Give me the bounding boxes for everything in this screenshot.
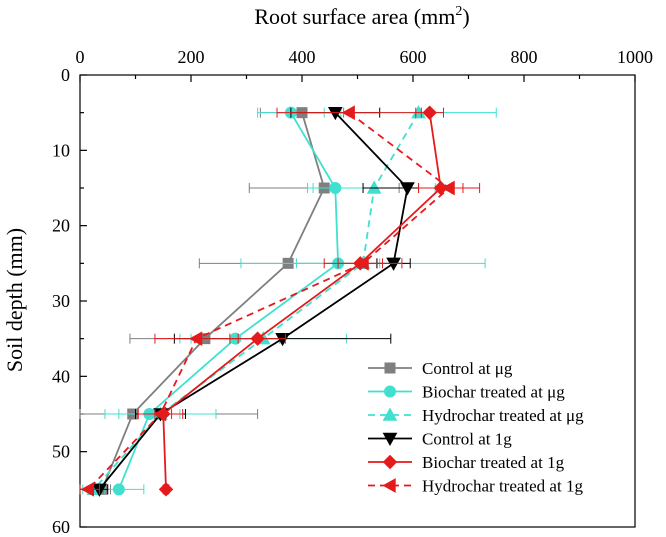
series-line [101,112,326,490]
legend-label: Biochar treated at μg [422,383,565,402]
x-axis-label-tail: ) [462,4,469,29]
series-3 [90,106,453,497]
data-point [341,105,355,121]
data-point [366,180,382,194]
data-point [355,255,369,271]
x-axis-label-main: Root surface area (mm [254,4,455,29]
x-tick-label: 600 [400,47,427,67]
legend-marker [382,478,396,493]
x-tick-label: 400 [289,47,316,67]
series-0 [79,107,400,495]
legend-marker [382,407,398,421]
x-axis-label: Root surface area (mm2) [254,4,469,29]
x-axis-label-superscript: 2 [455,4,462,19]
y-tick-label: 20 [52,216,70,236]
legend-label: Control at 1g [422,430,512,449]
data-point [189,331,203,347]
data-point [250,331,265,346]
legend-label: Control at μg [422,359,513,378]
legend-marker [382,454,398,470]
data-point [400,182,415,196]
y-tick-label: 50 [52,442,70,462]
series-line [162,112,442,490]
legend-label: Hydrochar treated at μg [422,406,584,425]
legend-marker [384,385,396,398]
legend-label: Biochar treated at 1g [422,453,565,472]
x-ticks: 0 200 400 600 800 1000 [76,47,653,82]
y-tick-label: 60 [52,517,70,537]
series-line [87,111,451,490]
y-tick-label: 0 [61,65,70,85]
y-tick-label: 10 [52,140,70,160]
x-tick-label: 200 [178,47,205,67]
series-5 [79,105,481,497]
data-point [112,483,125,496]
legend-marker [384,362,396,374]
data-point [327,106,343,121]
data-point [441,180,455,196]
data-point [275,332,290,347]
data-point [158,482,174,497]
x-tick-label: 800 [511,47,538,67]
y-axis-label: Soil depth (mm) [2,228,27,372]
x-tick-label: 0 [76,47,85,67]
data-point [152,406,167,422]
series-layer [79,105,497,497]
series-line [98,112,409,490]
data-point [386,257,401,271]
y-tick-label: 30 [52,291,70,311]
legend: Control at μg Biochar treated at μg Hydroc… [368,359,584,496]
data-point [422,105,437,120]
data-point [80,481,95,497]
y-tick-label: 40 [52,366,70,386]
legend-label: Hydrochar treated at 1g [422,477,583,496]
series-line [118,112,339,490]
y-ticks: 0 10 20 30 40 50 60 [52,65,87,537]
legend-marker [382,432,398,447]
x-tick-label: 1000 [617,47,653,67]
